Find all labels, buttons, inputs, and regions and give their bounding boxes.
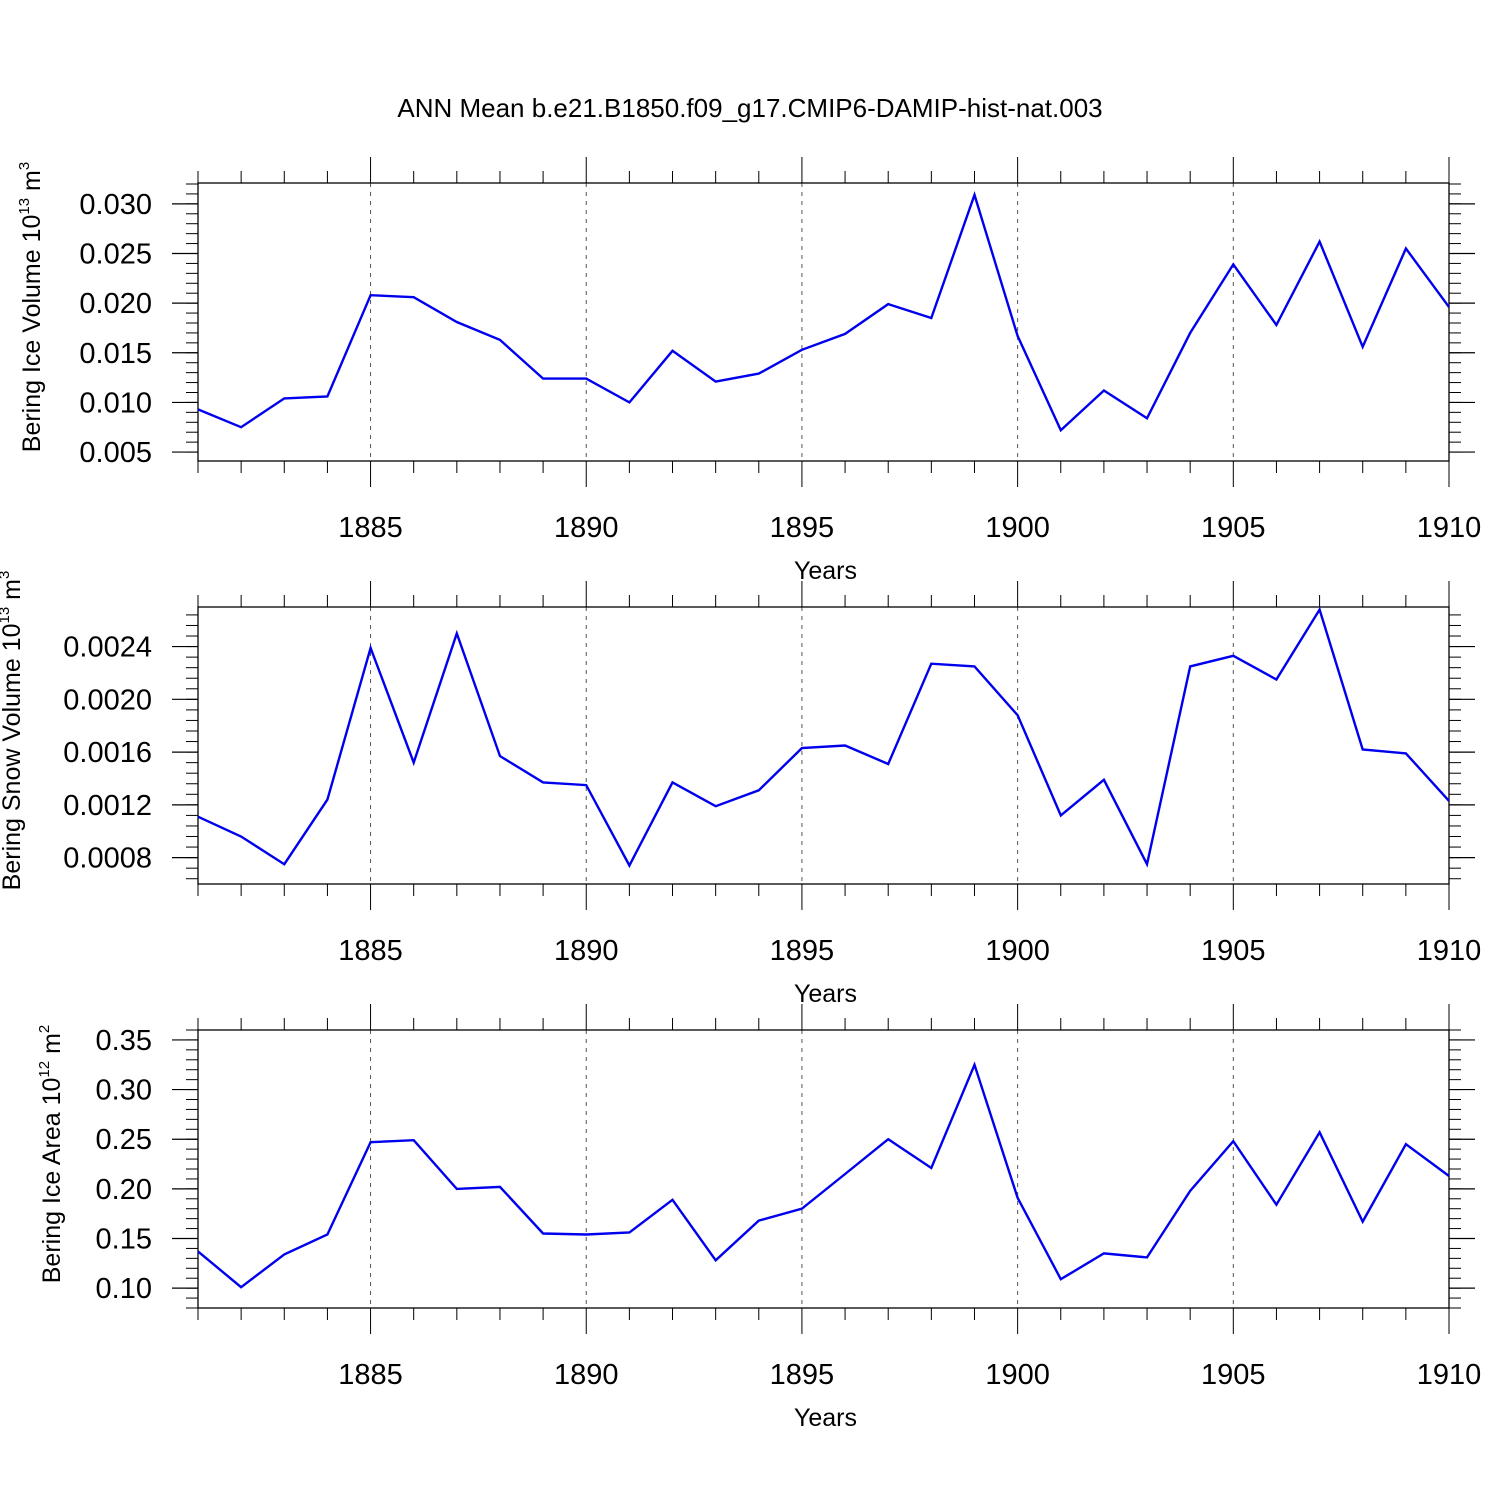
x-tick-label: 1890 bbox=[554, 512, 619, 544]
panels: 0.005 0.010 0.015 0.020 0.025 0.030 1885 1890 18… bbox=[0, 157, 1481, 1432]
series-line bbox=[197, 1061, 1450, 1289]
x-tick-label: 1900 bbox=[985, 1359, 1050, 1391]
y-tick-label: 0.0012 bbox=[63, 790, 152, 822]
x-tick-label: 1895 bbox=[770, 1359, 835, 1391]
x-tick-label: 1910 bbox=[1417, 512, 1482, 544]
x-axis-label: Years bbox=[794, 557, 857, 585]
x-tick-label: 1885 bbox=[338, 935, 403, 967]
y-tick-label: 0.0024 bbox=[63, 632, 152, 664]
panel-2: 0.0008 0.0012 0.0016 0.0020 0.0024 1885 1890 18… bbox=[0, 571, 1481, 1008]
x-axis-label: Years bbox=[794, 1404, 857, 1432]
x-tick-label: 1900 bbox=[985, 935, 1050, 967]
y-tick-label: 0.025 bbox=[79, 238, 152, 270]
x-tick-label: 1910 bbox=[1417, 1359, 1482, 1391]
panel-1: 0.005 0.010 0.015 0.020 0.025 0.030 1885 1890 18… bbox=[16, 157, 1481, 585]
y-tick-label: 0.20 bbox=[96, 1174, 152, 1206]
x-tick-label: 1885 bbox=[338, 512, 403, 544]
x-tick-label: 1900 bbox=[985, 512, 1050, 544]
x-tick-label: 1905 bbox=[1201, 1359, 1266, 1391]
y-tick-label: 0.25 bbox=[96, 1124, 152, 1156]
y-tick-label: 0.0008 bbox=[63, 843, 152, 875]
series-line bbox=[197, 191, 1450, 433]
y-tick-label: 0.030 bbox=[79, 189, 152, 221]
x-tick-label: 1890 bbox=[554, 1359, 619, 1391]
y-tick-label: 0.15 bbox=[96, 1224, 152, 1256]
panel-3: 0.10 0.15 0.20 0.25 0.30 0.35 1885 1890 1895 1900… bbox=[36, 1004, 1481, 1432]
y-tick-label: 0.020 bbox=[79, 288, 152, 320]
x-tick-label: 1885 bbox=[338, 1359, 403, 1391]
y-tick-label: 0.10 bbox=[96, 1273, 152, 1305]
y-tick-label: 0.35 bbox=[96, 1025, 152, 1057]
x-tick-label: 1905 bbox=[1201, 935, 1266, 967]
figure-title: ANN Mean b.e21.B1850.f09_g17.CMIP6-DAMIP… bbox=[397, 93, 1102, 123]
y-axis-label: Bering Ice Area 1012 m2 bbox=[36, 1025, 66, 1284]
plot-frame bbox=[197, 606, 1450, 885]
y-tick-label: 0.0020 bbox=[63, 684, 152, 716]
y-axis-label: Bering Ice Volume 1013 m3 bbox=[16, 162, 46, 452]
x-tick-label: 1895 bbox=[770, 512, 835, 544]
series-line bbox=[197, 606, 1450, 869]
x-tick-label: 1895 bbox=[770, 935, 835, 967]
plot-frame bbox=[197, 1029, 1450, 1309]
x-tick-label: 1890 bbox=[554, 935, 619, 967]
y-tick-label: 0.010 bbox=[79, 387, 152, 419]
x-axis-label: Years bbox=[794, 980, 857, 1008]
y-tick-label: 0.0016 bbox=[63, 737, 152, 769]
x-tick-label: 1905 bbox=[1201, 512, 1266, 544]
y-axis-label: Bering Snow Volume 1013 m3 bbox=[0, 571, 26, 891]
y-tick-label: 0.005 bbox=[79, 437, 152, 469]
plot-frame bbox=[197, 182, 1450, 462]
y-tick-label: 0.30 bbox=[96, 1075, 152, 1107]
y-tick-label: 0.015 bbox=[79, 338, 152, 370]
x-tick-label: 1910 bbox=[1417, 935, 1482, 967]
